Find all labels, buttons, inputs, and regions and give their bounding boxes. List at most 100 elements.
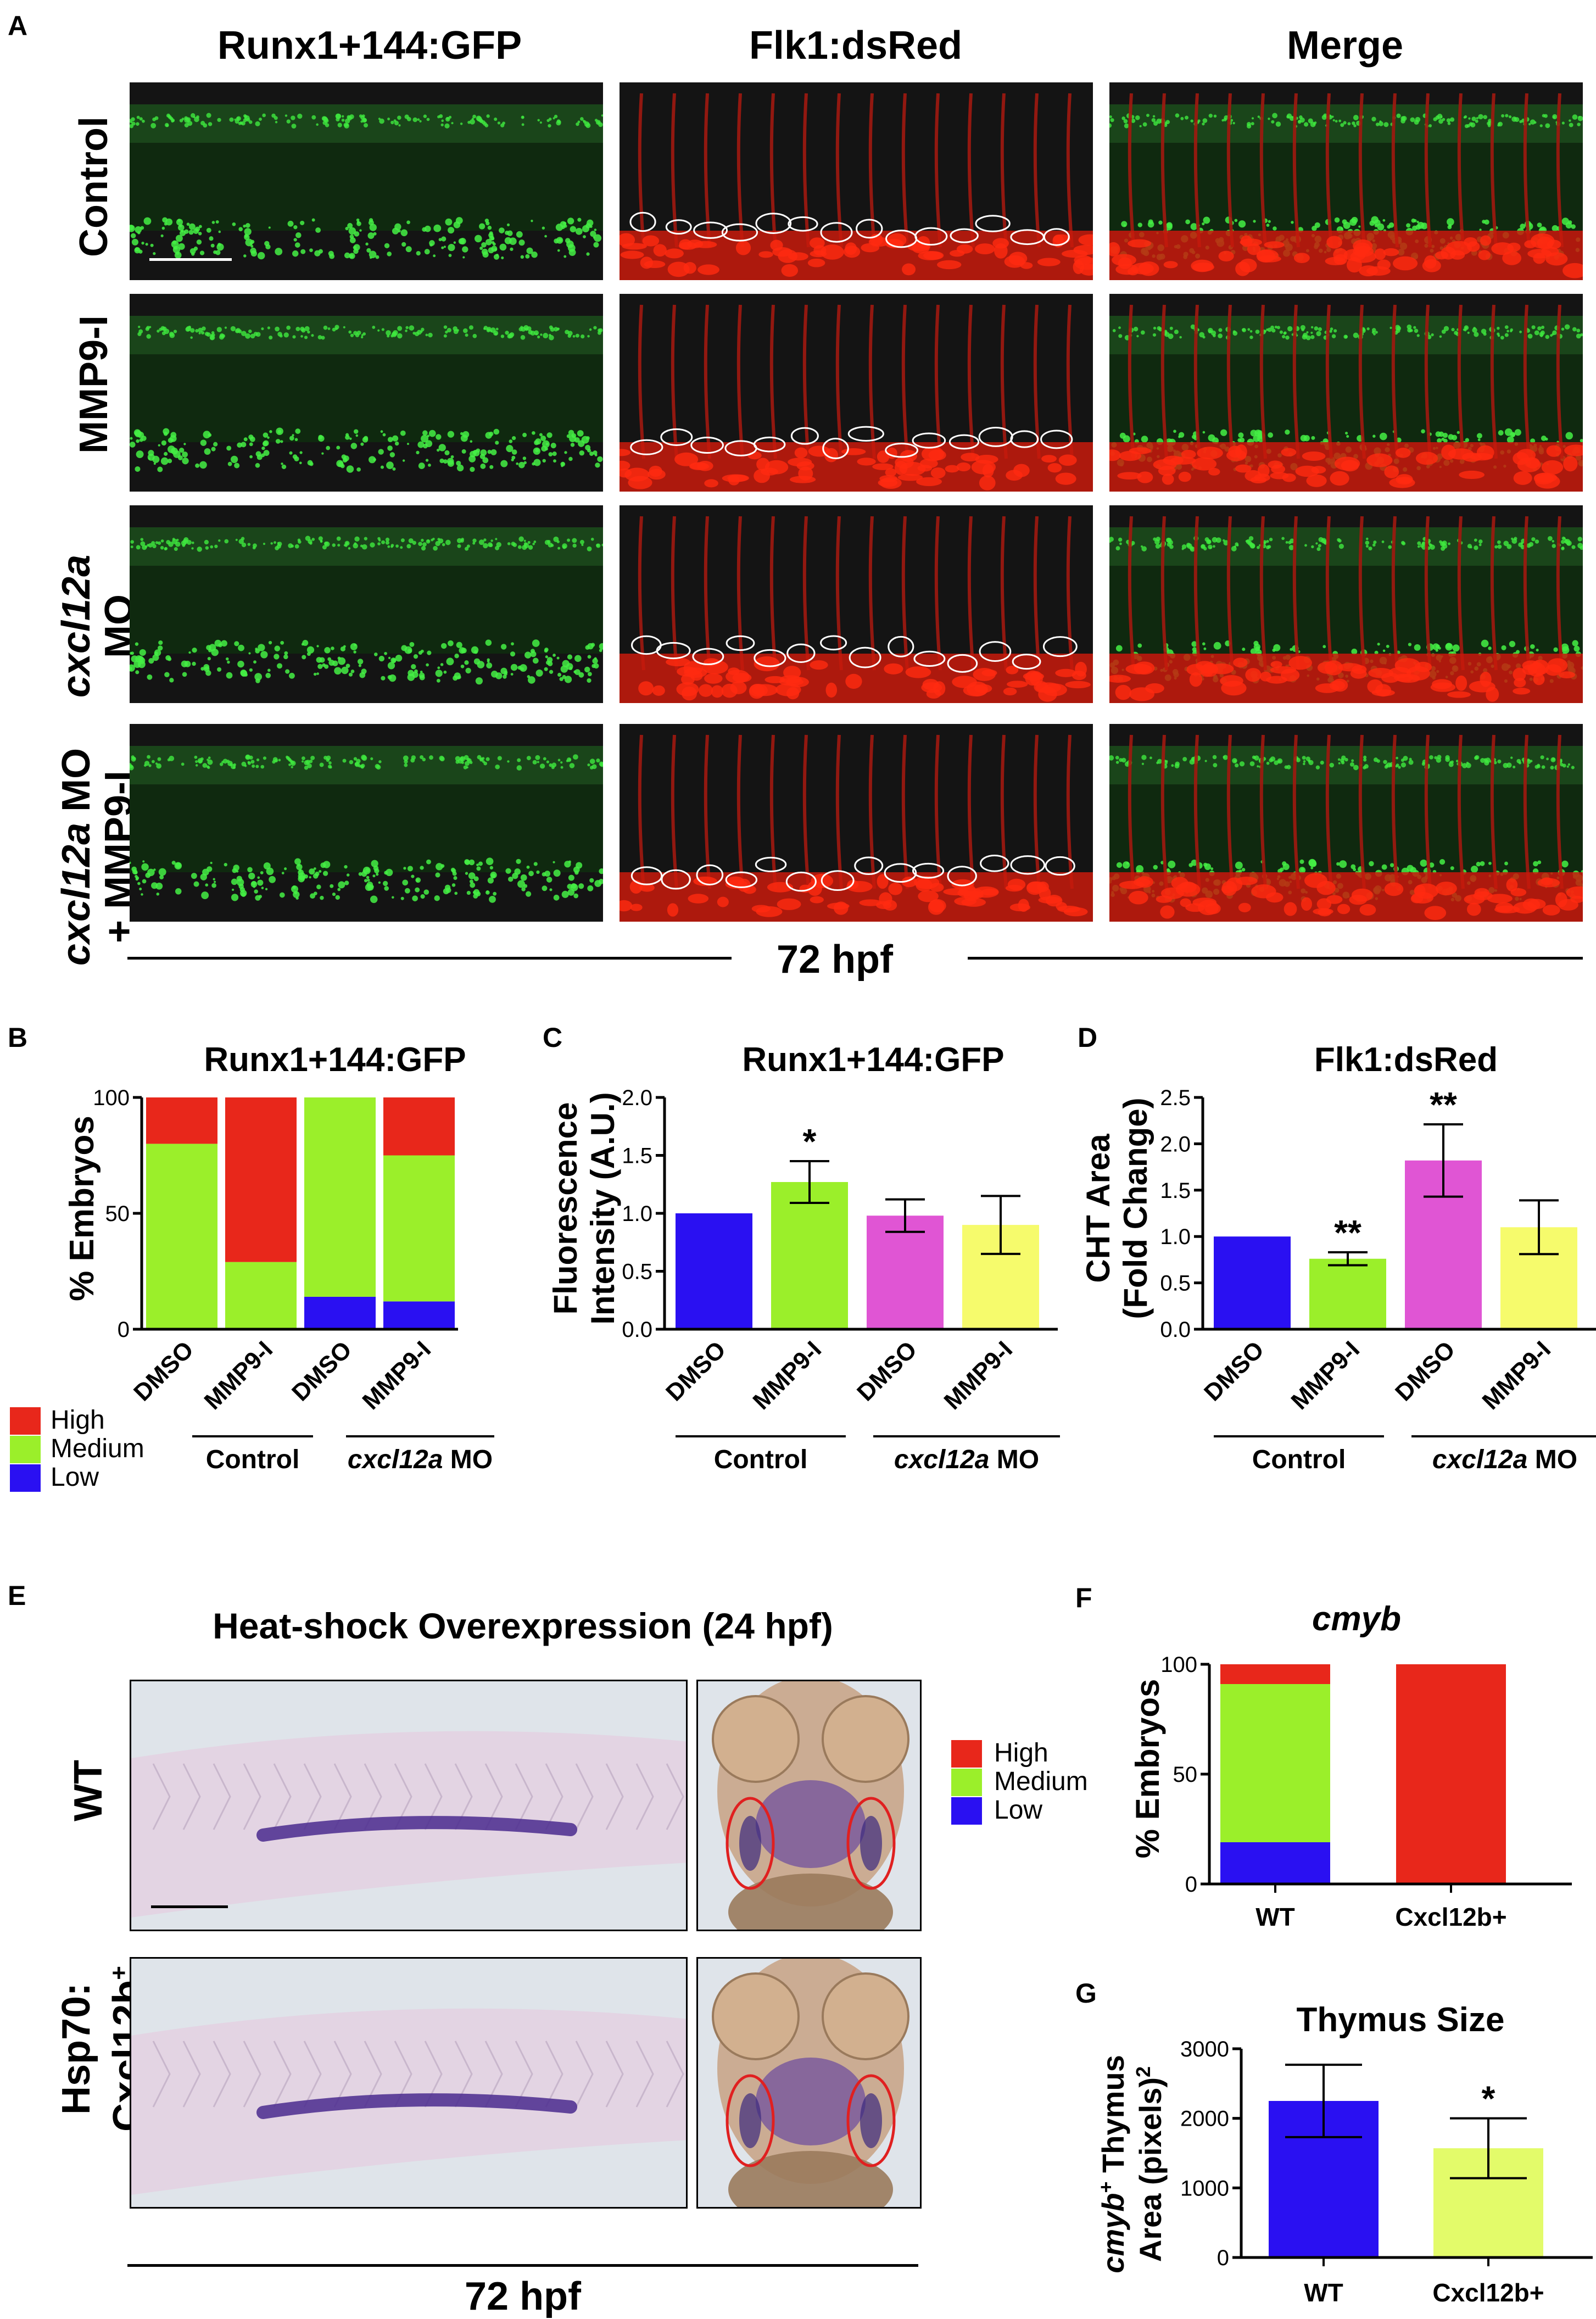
legend-e-swatch-medium xyxy=(951,1769,982,1796)
ish-trunk-row2 xyxy=(130,1957,688,2209)
micrograph-r1-c2 xyxy=(620,82,1093,280)
legend-label-low: Low xyxy=(51,1463,99,1492)
chart-b-title: Runx1+144:GFP xyxy=(204,1041,466,1079)
ish-head-row2 xyxy=(696,1957,922,2209)
chart-g-significance: * xyxy=(1482,2079,1495,2119)
chart-c-significance: * xyxy=(803,1122,817,1161)
chart-b-category-label: MMP9-I xyxy=(358,1336,437,1415)
chart-g: Thymus Size cmyb+ Thymus Area (pixels)2 0 10… xyxy=(1095,2001,1593,2307)
legend-swatch-high xyxy=(10,1407,41,1435)
scale-bar-e xyxy=(151,1905,228,1908)
row-label-wt: WT xyxy=(66,1760,110,1821)
chart-c-category-label: MMP9-I xyxy=(748,1336,827,1415)
chart-c-title: Runx1+144:GFP xyxy=(742,1041,1004,1079)
chart-c-ylabel-1: Fluorescence xyxy=(547,1102,584,1315)
chart-d-ytick-label: 1.5 xyxy=(1160,1179,1191,1203)
legend-e-label-medium: Medium xyxy=(994,1767,1088,1796)
micrograph-r3-c1 xyxy=(130,505,603,703)
chart-f-bar-high xyxy=(1220,1664,1330,1684)
chart-b-ytick-label: 0 xyxy=(118,1318,130,1342)
chart-d-category-label: DMSO xyxy=(1390,1336,1460,1406)
micrograph-r4-c1 xyxy=(130,724,603,922)
chart-d: Flk1:dsRed CHT Area (Fold Change)0.0 0.5 1.0… xyxy=(1080,1041,1596,1474)
legend-swatch-medium xyxy=(10,1436,41,1463)
chart-b-category-label: DMSO xyxy=(129,1336,199,1406)
chart-d-ylabel-1: CHT Area xyxy=(1080,1134,1117,1283)
chart-f: cmyb % Embryos 0 50 100 WT Cxcl12b+ xyxy=(1129,1600,1572,1931)
chart-b-ytick-label: 50 xyxy=(105,1202,130,1226)
chart-b-mo-group-label: cxcl12a MO xyxy=(348,1445,493,1474)
chart-f-title: cmyb xyxy=(1312,1600,1401,1638)
chart-f-ytick-label: 50 xyxy=(1173,1763,1198,1787)
chart-d-category-label: MMP9-I xyxy=(1477,1336,1556,1415)
panel-letter-a: A xyxy=(8,10,28,41)
micrograph-r3-c3 xyxy=(1109,505,1583,703)
bar-high xyxy=(225,1097,297,1262)
chart-d-category-label: MMP9-I xyxy=(1286,1336,1365,1415)
chart-d-title: Flk1:dsRed xyxy=(1314,1041,1498,1079)
chart-c-ytick-label: 1.5 xyxy=(622,1144,652,1168)
chart-d-ytick-label: 0.0 xyxy=(1160,1318,1191,1342)
legend-label-medium: Medium xyxy=(51,1434,144,1463)
time-line-right xyxy=(968,957,1583,960)
chart-g-ylabel-2: Area (pixels)2 xyxy=(1132,2066,1168,2262)
legend-e-label-high: High xyxy=(994,1738,1048,1768)
micrograph-r2-c3 xyxy=(1109,294,1583,492)
chart-c-category-label: DMSO xyxy=(661,1336,731,1406)
chart-c-category-label: DMSO xyxy=(852,1336,922,1406)
column-title-merge: Merge xyxy=(1286,24,1404,68)
legend-label-high: High xyxy=(51,1406,105,1435)
bar-medium xyxy=(146,1144,217,1329)
chart-g-ytick-label: 1000 xyxy=(1180,2176,1229,2200)
chart-f-bar-medium xyxy=(1220,1684,1330,1842)
chart-b-category-label: MMP9-I xyxy=(199,1336,278,1415)
chart-g-ylabel-1: cmyb+ Thymus xyxy=(1095,2055,1131,2273)
panel-letter-f: F xyxy=(1075,1582,1092,1613)
row-label-control: Control xyxy=(72,116,116,257)
time-label-e: 72 hpf xyxy=(464,2275,582,2318)
chart-f-ytick-label: 100 xyxy=(1160,1653,1197,1677)
chart-d-significance: ** xyxy=(1430,1085,1457,1124)
chart-d-ytick-label: 2.0 xyxy=(1160,1132,1191,1156)
micrograph-r4-c3 xyxy=(1109,724,1583,922)
chart-c-ylabel-2: Intensity (A.U.) xyxy=(584,1092,621,1324)
legend-e-swatch-low xyxy=(951,1797,982,1825)
chart-b-control-group-label: Control xyxy=(206,1445,300,1474)
chart-f-category-label: WT xyxy=(1255,1903,1295,1931)
chart-d-significance: ** xyxy=(1334,1213,1361,1252)
panel-letter-e: E xyxy=(8,1580,26,1611)
chart-b-ytick-label: 100 xyxy=(93,1086,130,1110)
bar-medium xyxy=(304,1097,376,1297)
chart-c-ytick-label: 0.0 xyxy=(622,1318,652,1342)
chart-d-bar xyxy=(1309,1258,1386,1329)
chart-g-ytick-label: 2000 xyxy=(1180,2107,1229,2131)
ish-trunk-row1 xyxy=(130,1680,688,1931)
chart-g-ytick-label: 0 xyxy=(1217,2246,1229,2270)
chart-c-bar xyxy=(867,1216,944,1329)
chart-b-category-label: DMSO xyxy=(287,1336,357,1406)
chart-c-ytick-label: 2.0 xyxy=(622,1086,652,1110)
chart-d-bar xyxy=(1214,1236,1291,1329)
bar-high xyxy=(146,1097,217,1144)
time-line-e xyxy=(127,2264,918,2267)
panel-letter-c: C xyxy=(543,1022,563,1053)
chart-f-ytick-label: 0 xyxy=(1185,1872,1197,1897)
micrograph-r4-c2 xyxy=(620,724,1093,922)
legend-e-swatch-high xyxy=(951,1740,982,1768)
chart-g-category-label: Cxcl12b+ xyxy=(1432,2278,1544,2307)
chart-f-bar-low xyxy=(1220,1842,1330,1884)
bar-medium xyxy=(225,1262,297,1329)
chart-f-ylabel: % Embryos xyxy=(1129,1679,1166,1859)
chart-c-ytick-label: 1.0 xyxy=(622,1202,652,1226)
chart-g-title: Thymus Size xyxy=(1297,2001,1505,2039)
chart-d-category-label: DMSO xyxy=(1199,1336,1269,1406)
chart-d-ylabel-2: (Fold Change) xyxy=(1117,1097,1154,1319)
bar-low xyxy=(304,1296,376,1329)
ish-head-row1 xyxy=(696,1680,922,1931)
micrograph-r2-c1 xyxy=(130,294,603,492)
bar-low xyxy=(383,1301,455,1329)
chart-c-mo-group-label: cxcl12a MO xyxy=(894,1445,1039,1474)
micrograph-r2-c2 xyxy=(620,294,1093,492)
column-title-gfp: Runx1+144:GFP xyxy=(217,24,522,68)
